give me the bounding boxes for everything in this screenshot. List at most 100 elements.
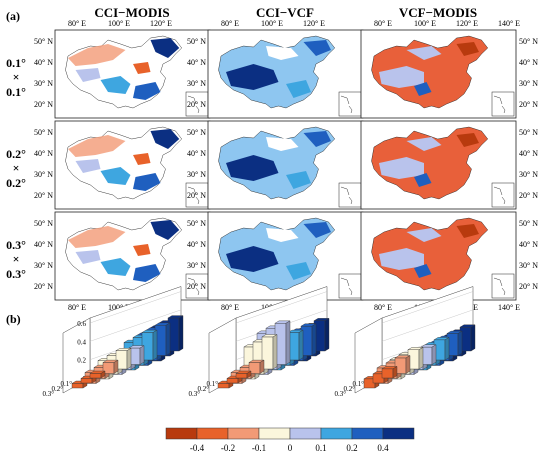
lon-tick-label: 100° E <box>414 19 436 28</box>
map-content <box>65 35 183 109</box>
row-label-bot: 0.1° <box>6 85 26 99</box>
row-label-sep: × <box>13 252 20 266</box>
bar3d-panel: 0.1°0.2°0.3° <box>334 286 476 398</box>
panel-label-a: (a) <box>6 9 20 23</box>
bar <box>261 334 278 370</box>
row-label-sep: × <box>13 70 20 84</box>
colorbar-swatch <box>258 427 291 440</box>
bar-side <box>405 355 411 374</box>
lat-tick-label: 50° N <box>519 128 538 137</box>
bar-side <box>470 324 476 352</box>
z-gridline <box>89 291 182 324</box>
region-north-west <box>68 226 126 248</box>
lat-tick-label: 40° N <box>34 240 53 249</box>
map-content <box>218 35 336 109</box>
region-plateau <box>75 159 101 173</box>
map-content <box>371 126 489 200</box>
lat-tick-label: 50° N <box>34 219 53 228</box>
lat-tick-label: 20° N <box>34 191 53 200</box>
colorbar-tick-label: -0.2 <box>221 443 235 453</box>
bar-front <box>71 383 84 389</box>
bar-side <box>152 329 158 361</box>
lat-tick-label: 50° N <box>187 219 206 228</box>
lat-tick-label: 40° N <box>519 58 538 67</box>
map-panel: 50° N 40° N 30° N 20° N <box>34 120 211 210</box>
inset-islands <box>340 186 353 205</box>
lat-tick-label: 40° N <box>519 240 538 249</box>
region-plateau <box>226 246 279 272</box>
lat-tick-label: 50° N <box>34 128 53 137</box>
inset-islands <box>493 186 506 205</box>
lat-tick-label: 30° N <box>187 170 206 179</box>
column-title-cci-vcf: CCI−VCF <box>256 5 314 20</box>
bar <box>287 329 304 361</box>
row-label-bot: 0.3° <box>6 267 26 281</box>
bar <box>446 330 463 356</box>
region-plateau <box>379 157 424 179</box>
row-label-top: 0.3° <box>6 238 26 252</box>
inset-frame <box>338 91 362 117</box>
inset-frame <box>491 273 515 299</box>
inset-frame <box>491 91 515 117</box>
bar-side <box>165 322 171 356</box>
bar-front <box>226 378 239 384</box>
region-north-east <box>456 42 479 56</box>
country-outline <box>371 217 489 291</box>
region-north-east <box>456 224 479 238</box>
region-north-east <box>150 129 180 149</box>
bar <box>381 366 398 379</box>
region-central <box>133 62 151 74</box>
region-central <box>133 244 151 256</box>
region-north <box>406 46 442 60</box>
panel-label-b: (b) <box>6 312 21 326</box>
column-title-vcf-modis: VCF−MODIS <box>399 5 477 20</box>
bar3d-panel: 0.1°0.2°0.3° <box>188 286 330 398</box>
bar-side <box>100 370 106 379</box>
inset-islands <box>187 186 200 205</box>
region-plateau <box>226 155 279 181</box>
bar-side <box>285 320 291 365</box>
bar-side <box>139 345 145 365</box>
lat-tick-label: 30° N <box>34 79 53 88</box>
inset-frame <box>338 182 362 208</box>
bar-side <box>126 347 132 370</box>
region-south-west <box>414 173 432 187</box>
lat-tick-label: 20° N <box>519 282 538 291</box>
country-outline <box>371 126 489 200</box>
region-north-east <box>303 222 331 238</box>
region-south-west <box>100 76 131 94</box>
bar-side <box>272 334 278 370</box>
lat-tick-label: 40° N <box>187 58 206 67</box>
lon-tick-label: 120° E <box>456 19 478 28</box>
lat-tick-label: 20° N <box>34 100 53 109</box>
colorbar: -0.4 -0.2 -0.1 0 0.1 0.2 0.4 <box>165 427 415 453</box>
region-south-east <box>286 80 311 98</box>
bar-side <box>457 330 463 356</box>
colorbar-tick-label: -0.4 <box>190 443 205 453</box>
map-panel: 50° N 40° N 30° N 20° N <box>187 120 364 210</box>
resolution-tick-label: 0.1° <box>60 380 72 388</box>
region-north-east <box>456 133 479 147</box>
resolution-tick-label: 0.3° <box>42 390 54 398</box>
resolution-tick-label: 0.2° <box>51 385 63 393</box>
lat-tick-label: 50° N <box>187 37 206 46</box>
colorbar-tick-label: 0.4 <box>377 443 389 453</box>
bar <box>115 347 132 370</box>
bar <box>128 345 145 365</box>
bar <box>433 337 450 361</box>
lon-tick-label: 80° E <box>68 303 86 312</box>
region-plateau <box>379 66 424 88</box>
colorbar-swatch <box>165 427 198 440</box>
region-north <box>266 46 299 60</box>
lon-tick-label: 80° E <box>68 19 86 28</box>
region-plateau <box>379 248 424 270</box>
map-panel: 50° N 40° N 30° N 20° N 80° E 100° E 120° E 140… <box>360 19 538 119</box>
lat-tick-label: 30° N <box>519 261 538 270</box>
lat-tick-label: 20° N <box>187 100 206 109</box>
region-south-west <box>100 258 131 276</box>
inset-islands <box>187 95 200 114</box>
region-north-west <box>68 135 126 157</box>
lat-tick-label: 20° N <box>34 282 53 291</box>
